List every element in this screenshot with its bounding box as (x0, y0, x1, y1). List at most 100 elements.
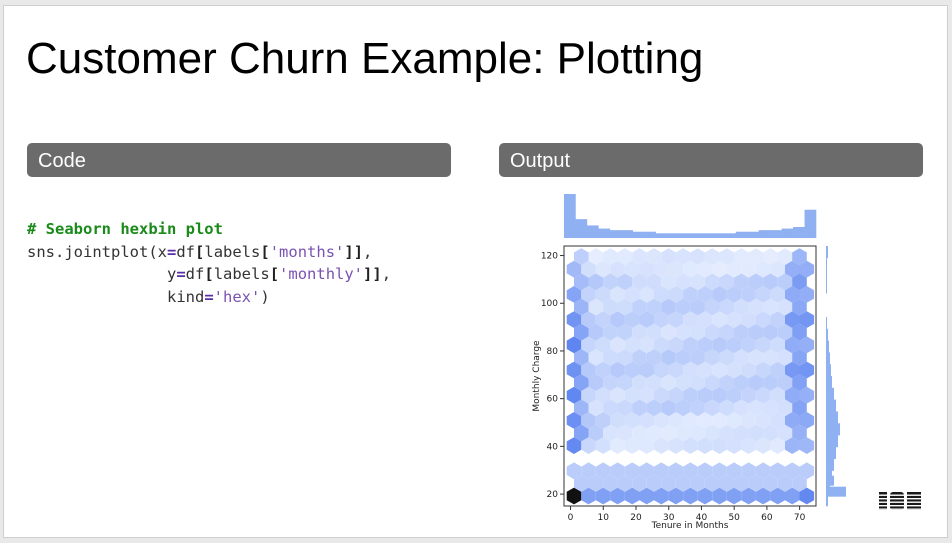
y-hist-bar (826, 423, 840, 436)
hexbin-cell (639, 361, 654, 379)
x-hist-bar (632, 231, 645, 238)
hexbin-cell (785, 286, 800, 303)
hexbin-cell (668, 462, 684, 480)
y-tick-label: 20 (547, 490, 559, 500)
hexbin-cell (770, 386, 785, 404)
hexbin-cell (770, 336, 785, 354)
hexbin-cell (748, 399, 764, 417)
hexbin-cell (617, 323, 633, 341)
hexbin-cell (748, 273, 764, 291)
hexbin-cell (639, 260, 654, 278)
hexbin-cell (603, 323, 618, 341)
hexbin-cell (741, 286, 756, 303)
x-tick-label: 10 (598, 513, 610, 523)
hexbin-cell (741, 462, 756, 480)
hexbin-cell (748, 323, 764, 341)
hexbin-cell (726, 336, 742, 354)
x-hist-bar (724, 233, 737, 238)
hexbin-cell (574, 273, 589, 291)
hexbin-cell (654, 487, 669, 505)
hexbin-cell (566, 386, 582, 404)
hexbin-cell (675, 273, 691, 291)
hexbin-cell (712, 437, 727, 454)
code-panel-header: Code (27, 143, 451, 177)
hexbin-cell (581, 462, 596, 480)
hexbin-cell (661, 273, 676, 291)
hexbin-cell (697, 412, 713, 429)
hexbin-cell (668, 361, 684, 379)
hexbin-cell (777, 399, 793, 417)
hexbin-cell (719, 349, 734, 366)
code-line-1: sns.jointplot(x=df[labels['months']], (27, 242, 373, 261)
hexbin-cell (734, 273, 749, 291)
hexbin-cell (610, 437, 625, 454)
hexbin-cell (581, 437, 596, 454)
hexbin-cell (734, 424, 749, 442)
hexbin-cell (734, 399, 749, 417)
y-hist-bar (826, 269, 827, 282)
hexbin-cell (741, 437, 756, 454)
hexbin-cell (668, 386, 684, 404)
x-hist-bar (793, 227, 805, 238)
y-tick-label: 40 (547, 442, 559, 452)
hexbin-cell (690, 424, 705, 442)
hexbin-cell (697, 437, 713, 454)
hexbin-cell (617, 374, 633, 391)
slide-title: Customer Churn Example: Plotting (26, 34, 704, 83)
hexbin-cell (785, 311, 800, 328)
hexbin-cell (770, 437, 785, 454)
hexbin-cell (581, 260, 596, 278)
x-tick-label: 20 (630, 513, 642, 523)
hexbin-cell (668, 487, 684, 505)
hexbin-cell (726, 386, 742, 404)
x-hist-bar (758, 230, 771, 238)
hexbin-cell (763, 273, 778, 291)
hexbin-cell (632, 298, 647, 316)
x-hist-bar (621, 230, 634, 238)
hexbin-cell (632, 374, 647, 391)
hexbin-cell (668, 311, 684, 328)
hexbin-cell (785, 487, 800, 505)
hexbin-cell (632, 323, 647, 341)
hexbin-cell (566, 286, 582, 303)
hexbin-cell (624, 286, 640, 303)
hexbin-cell (574, 399, 589, 417)
hexbin-cell (588, 248, 604, 265)
hexbin-cell (595, 336, 611, 354)
hexbin-cell (763, 424, 778, 442)
x-hist-bar (655, 233, 668, 238)
plot-frame (563, 245, 817, 507)
hexbin-cell (588, 374, 604, 391)
x-hist-bar (609, 230, 622, 238)
hexbin-cell (770, 462, 785, 480)
hexbin-cell (646, 349, 662, 366)
hexbin-cell (668, 336, 684, 354)
hexbin-cell (799, 462, 815, 480)
hexbin-cell (683, 336, 698, 354)
hexbin-cell (581, 286, 596, 303)
hexbin-cell (624, 260, 640, 278)
hexbin-cell (574, 298, 589, 316)
hexbin-cell (617, 399, 633, 417)
hexbin-cell (770, 361, 785, 379)
hexbin-cell (785, 260, 800, 278)
hexbin-cell (675, 298, 691, 316)
hexbin-cell (697, 361, 713, 379)
hexbin-cell (719, 273, 734, 291)
hexbin-cell (617, 248, 633, 265)
hexbin-cell (748, 424, 764, 442)
hexbin-cell (785, 386, 800, 404)
hexbin-cell (734, 248, 749, 265)
hexbin-cell (639, 487, 654, 505)
hexbin-cell (770, 311, 785, 328)
hexbin-cell (770, 260, 785, 278)
hexbin-cell (712, 361, 727, 379)
output-panel-label: Output (510, 150, 571, 172)
hexbin-cell (726, 412, 742, 429)
hexbin-cell (610, 487, 625, 505)
hexbin-cell (639, 437, 654, 454)
x-hist-bar (804, 209, 817, 238)
x-hist-bar (564, 194, 576, 238)
hexbin-cell (603, 399, 618, 417)
y-hist-bar (826, 352, 830, 365)
